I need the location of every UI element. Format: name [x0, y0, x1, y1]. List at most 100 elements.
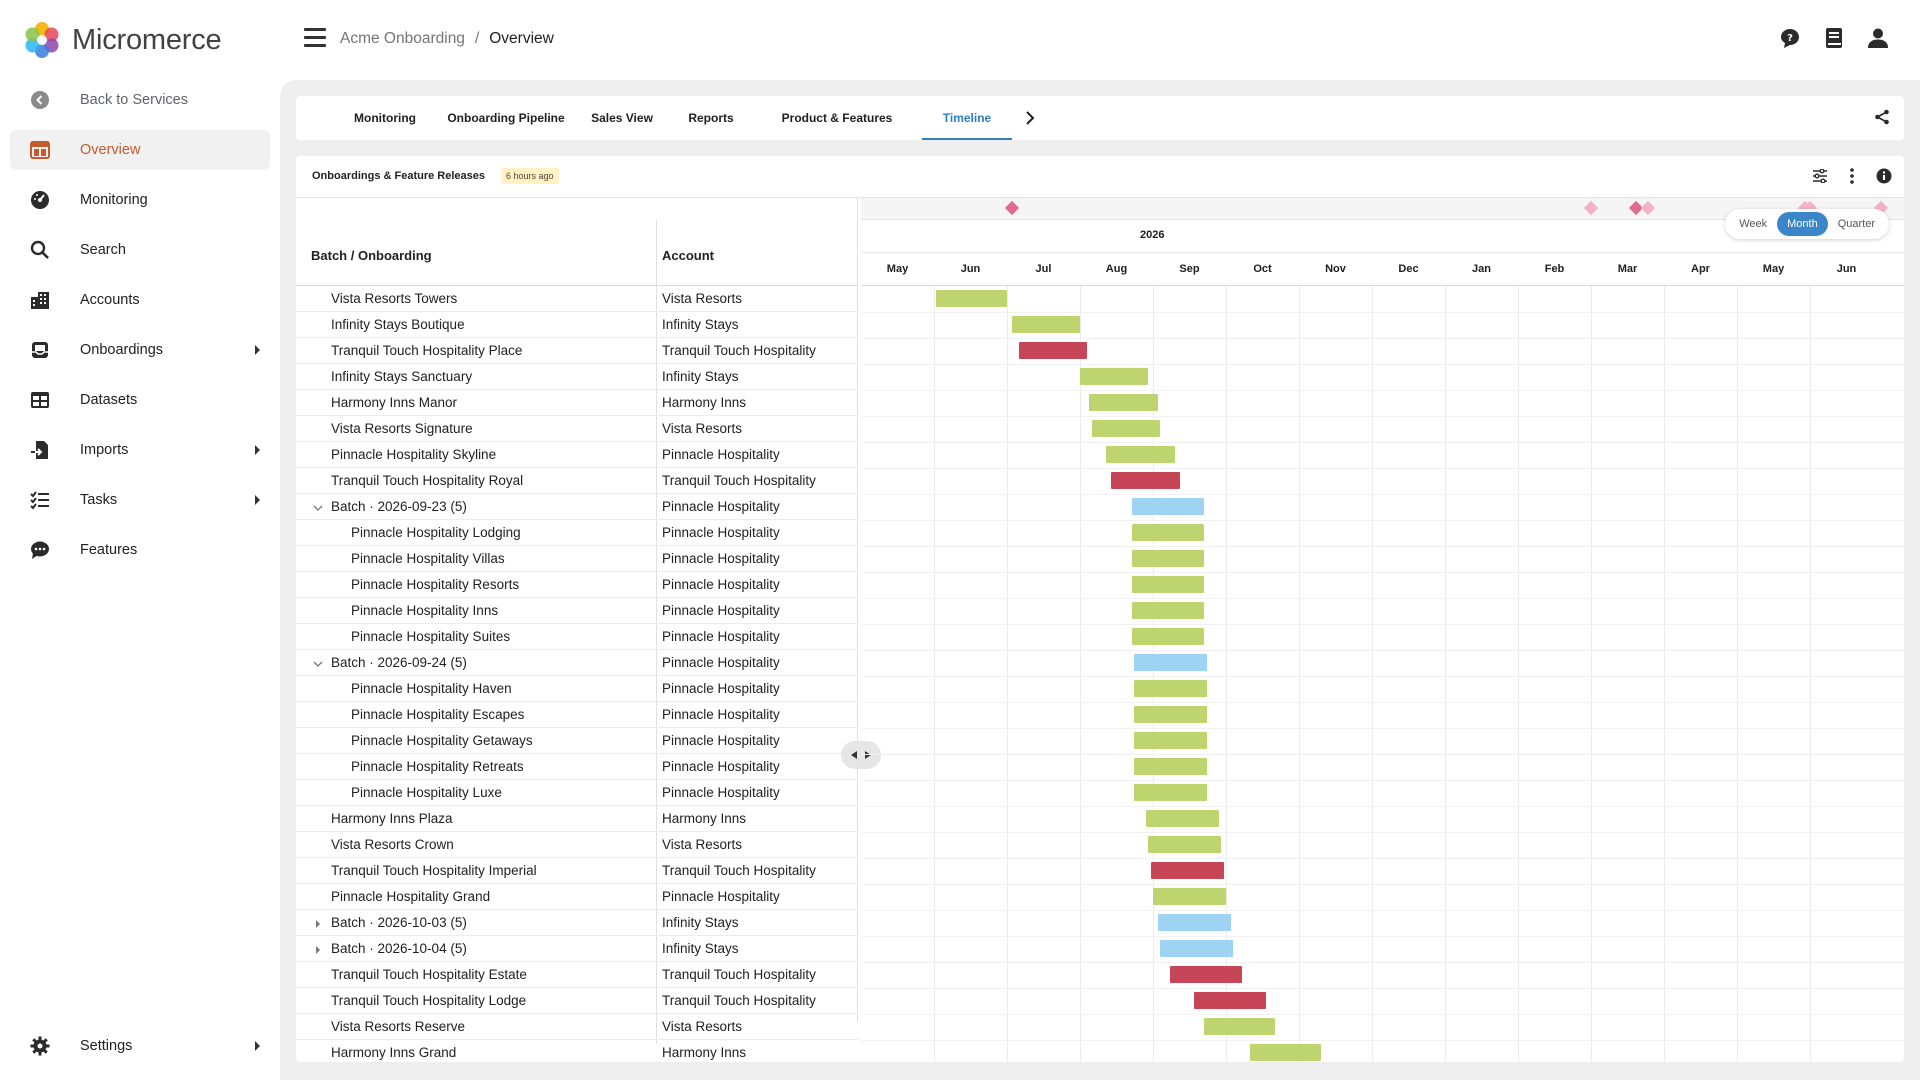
expand-caret-right-icon[interactable]: [313, 945, 323, 955]
onboarding-bar[interactable]: [1204, 1018, 1276, 1035]
onboarding-bar[interactable]: [1134, 680, 1207, 697]
filter-settings-icon[interactable]: [1810, 166, 1830, 186]
table-row[interactable]: Tranquil Touch Hospitality Estate Tranqui…: [296, 962, 858, 988]
view-quarter-button[interactable]: Quarter: [1837, 218, 1875, 230]
onboarding-bar[interactable]: [1131, 550, 1205, 567]
onboarding-bar[interactable]: [1134, 784, 1207, 801]
onboarding-bar[interactable]: [1011, 316, 1080, 333]
onboarding-bar[interactable]: [1145, 810, 1219, 827]
sidebar-item-imports[interactable]: Imports: [10, 430, 270, 470]
onboarding-bar[interactable]: [936, 290, 1007, 307]
onboarding-bar[interactable]: [1131, 524, 1205, 541]
batch-row[interactable]: Batch · 2026-09-24 (5) Pinnacle Hospitali…: [296, 650, 858, 676]
share-icon[interactable]: [1874, 109, 1890, 125]
column-header-batch[interactable]: Batch / Onboarding: [311, 248, 432, 263]
table-row[interactable]: Pinnacle Hospitality Inns Pinnacle Hospit…: [296, 598, 858, 624]
onboarding-bar[interactable]: [1148, 836, 1222, 853]
table-row[interactable]: Pinnacle Hospitality Resorts Pinnacle Hos…: [296, 572, 858, 598]
sidebar-item-features[interactable]: Features: [10, 530, 270, 570]
sidebar-item-search[interactable]: Search: [10, 230, 270, 270]
table-row[interactable]: Pinnacle Hospitality Lodging Pinnacle Hos…: [296, 520, 858, 546]
onboarding-bar[interactable]: [1134, 706, 1207, 723]
tab-monitoring[interactable]: Monitoring: [354, 111, 416, 125]
batch-bar[interactable]: [1131, 498, 1205, 515]
view-month-button[interactable]: Month: [1777, 212, 1828, 236]
app-logo[interactable]: Micromerce: [22, 20, 222, 60]
onboarding-bar[interactable]: [1110, 472, 1180, 489]
table-row[interactable]: Pinnacle Hospitality Retreats Pinnacle Ho…: [296, 754, 858, 780]
milestone-marker[interactable]: [1004, 200, 1019, 216]
info-icon[interactable]: [1874, 166, 1894, 186]
milestone-marker[interactable]: [1583, 200, 1599, 216]
table-row[interactable]: Harmony Inns Grand Harmony Inns: [296, 1040, 858, 1062]
onboarding-bar[interactable]: [1091, 420, 1161, 437]
onboarding-bar[interactable]: [1134, 758, 1207, 775]
pane-resizer[interactable]: [841, 741, 881, 769]
table-row[interactable]: Pinnacle Hospitality Suites Pinnacle Hosp…: [296, 624, 858, 650]
tab-timeline[interactable]: Timeline: [922, 96, 1012, 140]
batch-row[interactable]: Batch · 2026-09-23 (5) Pinnacle Hospitali…: [296, 494, 858, 520]
batch-row[interactable]: Batch · 2026-10-04 (5) Infinity Stays: [296, 936, 858, 962]
onboarding-bar[interactable]: [1089, 394, 1158, 411]
batch-row[interactable]: Batch · 2026-10-03 (5) Infinity Stays: [296, 910, 858, 936]
feedback-icon[interactable]: ?: [1778, 26, 1802, 50]
table-row[interactable]: Pinnacle Hospitality Haven Pinnacle Hospi…: [296, 676, 858, 702]
view-week-button[interactable]: Week: [1739, 218, 1768, 230]
table-row[interactable]: Tranquil Touch Hospitality Place Tranquil…: [296, 338, 858, 364]
table-row[interactable]: Pinnacle Hospitality Luxe Pinnacle Hospit…: [296, 780, 858, 806]
onboarding-bar[interactable]: [1018, 342, 1088, 359]
table-row[interactable]: Vista Resorts Towers Vista Resorts: [296, 286, 858, 312]
user-icon[interactable]: [1866, 26, 1890, 50]
table-row[interactable]: Tranquil Touch Hospitality Lodge Tranquil…: [296, 988, 858, 1014]
onboarding-bar[interactable]: [1170, 966, 1243, 983]
table-row[interactable]: Pinnacle Hospitality Escapes Pinnacle Hos…: [296, 702, 858, 728]
onboarding-bar[interactable]: [1153, 888, 1226, 905]
table-row[interactable]: Pinnacle Hospitality Villas Pinnacle Hosp…: [296, 546, 858, 572]
menu-toggle-icon[interactable]: [304, 28, 326, 50]
onboarding-bar[interactable]: [1105, 446, 1175, 463]
table-row[interactable]: Vista Resorts Crown Vista Resorts: [296, 832, 858, 858]
sidebar-item-back-to-services[interactable]: Back to Services: [10, 80, 270, 120]
docs-icon[interactable]: [1822, 26, 1846, 50]
batch-bar[interactable]: [1157, 914, 1231, 931]
tab-reports[interactable]: Reports: [688, 111, 734, 125]
table-row[interactable]: Pinnacle Hospitality Getaways Pinnacle Ho…: [296, 728, 858, 754]
onboarding-bar[interactable]: [1131, 576, 1205, 593]
table-row[interactable]: Pinnacle Hospitality Skyline Pinnacle Hos…: [296, 442, 858, 468]
sidebar-item-tasks[interactable]: Tasks: [10, 480, 270, 520]
more-vertical-icon[interactable]: [1842, 166, 1862, 186]
table-row[interactable]: Tranquil Touch Hospitality Imperial Tranq…: [296, 858, 858, 884]
breadcrumb-parent-link[interactable]: Acme Onboarding: [340, 30, 465, 47]
sidebar-item-settings[interactable]: Settings: [10, 1026, 270, 1066]
column-header-account[interactable]: Account: [662, 248, 714, 263]
column-divider[interactable]: [656, 220, 657, 1044]
sidebar-item-overview[interactable]: Overview: [10, 130, 270, 170]
onboarding-bar[interactable]: [1249, 1044, 1321, 1061]
onboarding-bar[interactable]: [1194, 992, 1267, 1009]
expand-caret-down-icon[interactable]: [313, 503, 323, 513]
batch-bar[interactable]: [1160, 940, 1234, 957]
tab-sales-view[interactable]: Sales View: [591, 111, 653, 125]
expand-caret-down-icon[interactable]: [313, 659, 323, 669]
table-row[interactable]: Vista Resorts Reserve Vista Resorts: [296, 1014, 858, 1040]
expand-caret-right-icon[interactable]: [313, 919, 323, 929]
sidebar-item-accounts[interactable]: Accounts: [10, 280, 270, 320]
table-row[interactable]: Infinity Stays Boutique Infinity Stays: [296, 312, 858, 338]
batch-bar[interactable]: [1134, 654, 1207, 671]
onboarding-bar[interactable]: [1131, 602, 1205, 619]
table-row[interactable]: Pinnacle Hospitality Grand Pinnacle Hospi…: [296, 884, 858, 910]
sidebar-item-monitoring[interactable]: Monitoring: [10, 180, 270, 220]
table-row[interactable]: Infinity Stays Sanctuary Infinity Stays: [296, 364, 858, 390]
table-row[interactable]: Harmony Inns Plaza Harmony Inns: [296, 806, 858, 832]
tab-onboarding-pipeline[interactable]: Onboarding Pipeline: [447, 111, 565, 125]
milestone-marker[interactable]: [1640, 200, 1655, 216]
onboarding-bar[interactable]: [1134, 732, 1207, 749]
tab-product-features[interactable]: Product & Features: [781, 111, 893, 125]
sidebar-item-onboardings[interactable]: Onboardings: [10, 330, 270, 370]
onboarding-bar[interactable]: [1080, 368, 1149, 385]
onboarding-bar[interactable]: [1131, 628, 1205, 645]
chevron-right-icon[interactable]: [1021, 109, 1039, 127]
table-row[interactable]: Vista Resorts Signature Vista Resorts: [296, 416, 858, 442]
onboarding-bar[interactable]: [1150, 862, 1224, 879]
table-row[interactable]: Tranquil Touch Hospitality Royal Tranquil…: [296, 468, 858, 494]
